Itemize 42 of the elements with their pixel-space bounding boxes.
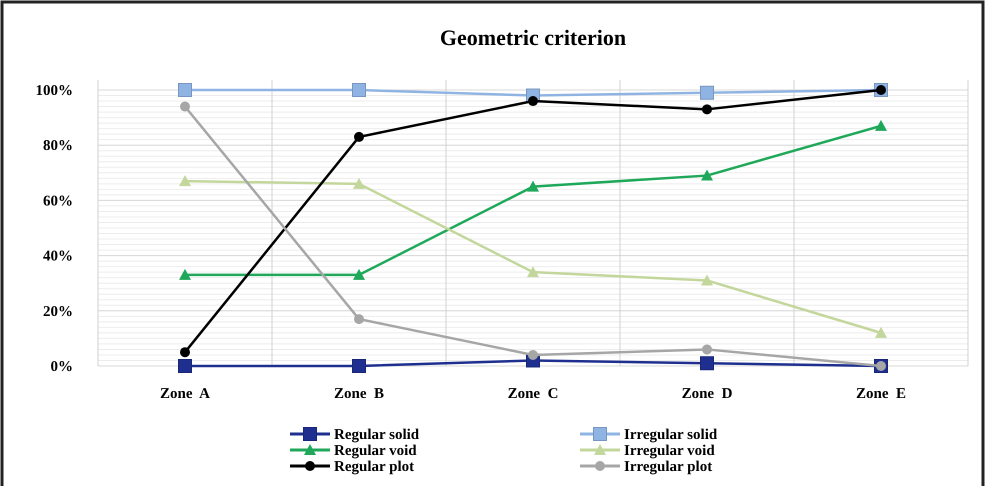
x-tick-label: Zone C <box>508 386 558 402</box>
chart-title: Geometric criterion <box>440 25 626 50</box>
point <box>702 104 712 114</box>
point <box>353 178 365 189</box>
x-tick-label: Zone B <box>334 386 384 402</box>
x-tick-label: Zone A <box>160 386 210 402</box>
legend-label: Regular solid <box>334 427 420 443</box>
y-tick-label: 20% <box>43 304 73 320</box>
point <box>528 350 538 360</box>
point <box>178 359 192 373</box>
y-tick-label: 40% <box>43 248 73 265</box>
point <box>875 326 887 338</box>
legend-label: Irregular void <box>624 443 716 459</box>
legend-label: Irregular solid <box>624 427 718 443</box>
y-tick-label: 60% <box>43 193 73 210</box>
point <box>701 274 713 286</box>
point <box>528 96 538 106</box>
point <box>352 83 366 97</box>
point <box>527 180 539 192</box>
point <box>700 356 714 370</box>
point <box>700 86 714 100</box>
point <box>875 120 887 131</box>
legend-label: Regular plot <box>334 459 414 475</box>
legend-label: Irregular plot <box>624 459 712 475</box>
point <box>702 344 712 354</box>
point <box>180 102 190 112</box>
point <box>180 347 190 358</box>
y-tick-label: 0% <box>50 359 73 375</box>
point <box>354 132 364 142</box>
x-tick-label: Zone E <box>856 386 906 402</box>
point <box>179 175 191 186</box>
point <box>178 83 192 97</box>
legend-label: Regular void <box>334 443 418 459</box>
point <box>352 359 366 373</box>
point <box>527 266 539 278</box>
point <box>354 314 364 324</box>
y-tick-label: 100% <box>36 83 73 99</box>
point <box>701 170 713 181</box>
point <box>179 268 191 280</box>
point <box>353 268 365 280</box>
x-tick-label: Zone D <box>682 386 733 402</box>
y-tick-label: 80% <box>43 138 73 154</box>
